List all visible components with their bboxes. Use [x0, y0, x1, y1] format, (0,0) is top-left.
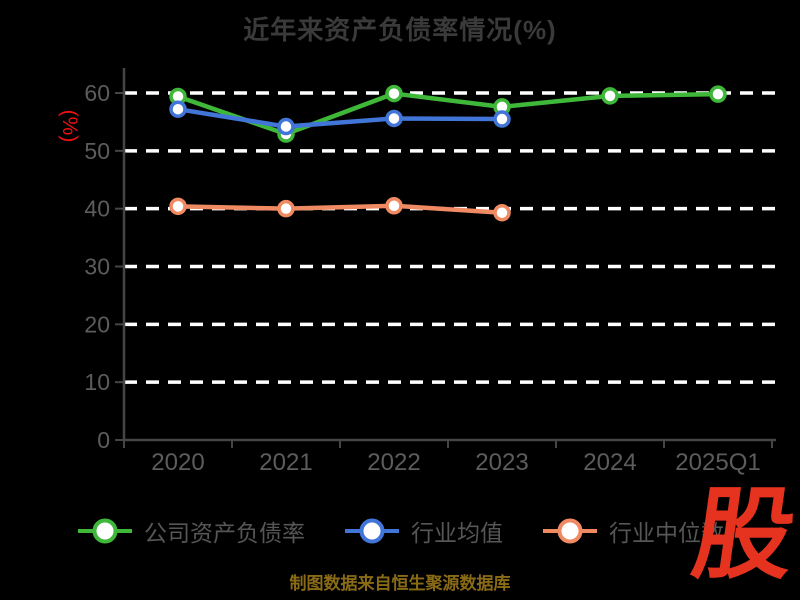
legend-marker-icon [543, 518, 597, 544]
data-point [277, 199, 295, 218]
chart-title: 近年来资产负债率情况(%) [243, 15, 557, 45]
data-point [601, 87, 619, 105]
data-point [709, 85, 727, 103]
legend: 公司资产负债率 行业均值 行业中位数 [0, 514, 800, 548]
legend-label-industry-median: 行业中位数 [609, 520, 724, 546]
x-tick-label: 2022 [367, 449, 420, 476]
series-line-2 [175, 203, 505, 215]
y-tick-label: 0 [97, 427, 110, 453]
x-tick-label: 2021 [259, 449, 312, 476]
y-tick-label: 50 [84, 138, 110, 164]
legend-label-industry-mean: 行业均值 [411, 520, 503, 546]
x-tick-label: 2023 [475, 449, 528, 476]
data-point [169, 100, 187, 118]
legend-item-industry-median: 行业中位数 [541, 514, 724, 548]
data-point [385, 197, 403, 215]
data-point [493, 203, 511, 222]
y-tick-label: 40 [84, 196, 110, 222]
data-point [493, 110, 511, 128]
legend-label-company-ratio: 公司资产负债率 [144, 520, 305, 546]
series-line-0 [175, 91, 721, 137]
data-point [385, 109, 403, 128]
series-line-1 [175, 106, 505, 129]
legend-marker-icon [78, 518, 132, 544]
x-tick-label: 2025Q1 [675, 449, 760, 476]
legend-item-company-ratio: 公司资产负债率 [76, 514, 305, 548]
data-point [385, 84, 403, 103]
gu-stock-logo: 股 [686, 479, 800, 591]
x-tick-label: 2020 [151, 449, 204, 476]
y-tick-label: 20 [84, 311, 110, 337]
data-point [277, 117, 295, 136]
legend-marker-icon [345, 518, 399, 544]
y-axis-title: (%) [58, 110, 81, 143]
x-tick-label: 2024 [583, 449, 636, 476]
legend-item-industry-mean: 行业均值 [343, 514, 503, 548]
y-tick-label: 10 [84, 369, 110, 395]
data-source-note: 制图数据来自恒生聚源数据库 [289, 574, 511, 593]
y-tick-label: 60 [84, 80, 110, 106]
data-point [169, 197, 187, 216]
y-tick-label: 30 [84, 254, 110, 280]
